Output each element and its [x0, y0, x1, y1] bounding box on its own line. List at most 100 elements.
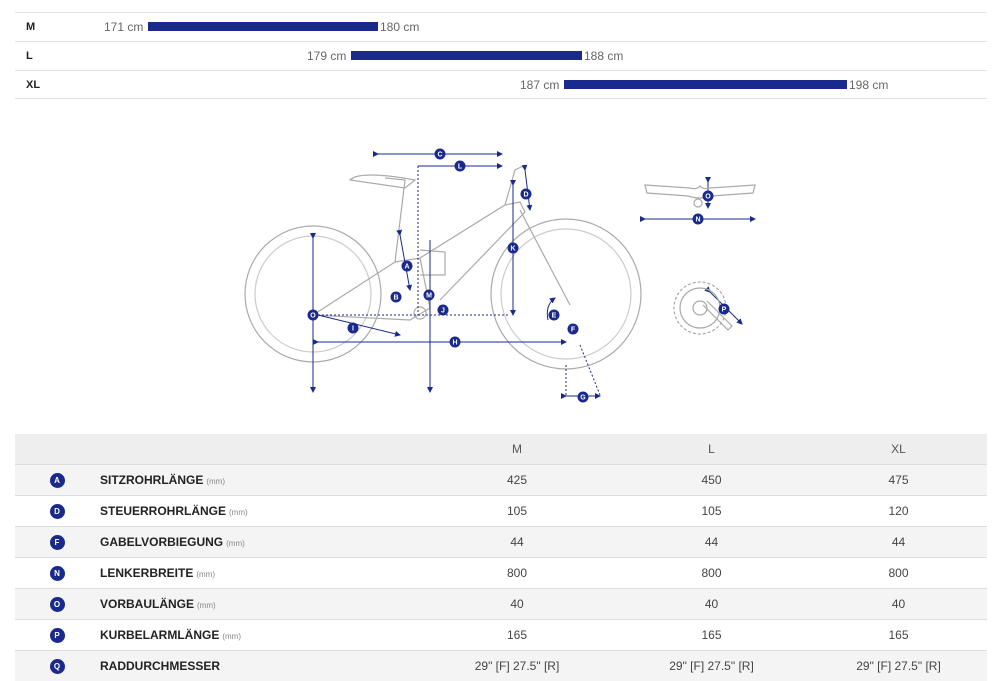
table-row: F GABELVORBIEGUNG(mm) 44 44 44 [15, 527, 987, 558]
geometry-table: M L XL A SITZROHRLÄNGE(mm) 425 450 475 D… [15, 434, 987, 681]
letter-cell: P [15, 620, 99, 651]
size-min-height: 187 cm [520, 78, 559, 92]
header-cell-empty [99, 434, 421, 465]
parameter-cell: LENKERBREITE(mm) [99, 558, 421, 589]
value-cell: 105 [421, 496, 613, 527]
parameter-unit: (mm) [196, 570, 215, 579]
table-row: O VORBAULÄNGE(mm) 40 40 40 [15, 589, 987, 620]
size-max-height: 180 cm [380, 20, 419, 34]
letter-cell: D [15, 496, 99, 527]
size-max-height: 188 cm [584, 49, 623, 63]
table-row: A SITZROHRLÄNGE(mm) 425 450 475 [15, 465, 987, 496]
parameter-cell: RADDURCHMESSER [99, 651, 421, 681]
size-range-bar [351, 51, 582, 60]
letter-badge: N [50, 566, 65, 581]
marker-o-label: O [705, 194, 711, 201]
size-min-height: 179 cm [307, 49, 346, 63]
marker-h-label: H [452, 340, 457, 347]
value-cell: 475 [810, 465, 987, 496]
divider [15, 98, 987, 99]
letter-badge: P [50, 628, 65, 643]
parameter-cell: VORBAULÄNGE(mm) [99, 589, 421, 620]
marker-j-label: J [441, 308, 445, 315]
size-label: L [26, 50, 33, 62]
marker-c-label: C [437, 152, 442, 159]
parameter-cell: GABELVORBIEGUNG(mm) [99, 527, 421, 558]
parameter-name: VORBAULÄNGE [100, 597, 194, 611]
parameter-unit: (mm) [229, 508, 248, 517]
marker-a-label: A [404, 264, 409, 271]
parameter-unit: (mm) [226, 539, 245, 548]
letter-badge: F [50, 535, 65, 550]
value-cell: 165 [613, 620, 810, 651]
letter-cell: N [15, 558, 99, 589]
parameter-name: LENKERBREITE [100, 566, 193, 580]
parameter-cell: STEUERROHRLÄNGE(mm) [99, 496, 421, 527]
value-cell: 40 [613, 589, 810, 620]
marker-p-label: P [722, 307, 727, 314]
marker-m-label: M [426, 293, 432, 300]
letter-badge: A [50, 473, 65, 488]
parameter-unit: (mm) [222, 632, 241, 641]
value-cell: 44 [810, 527, 987, 558]
marker-g-label: G [580, 395, 586, 402]
value-cell: 800 [810, 558, 987, 589]
value-cell: 165 [810, 620, 987, 651]
marker-b-label: B [393, 295, 398, 302]
letter-cell: F [15, 527, 99, 558]
table-header-row: M L XL [15, 434, 987, 465]
value-cell: 800 [613, 558, 810, 589]
value-cell: 44 [613, 527, 810, 558]
letter-badge: Q [50, 659, 65, 674]
value-cell: 105 [613, 496, 810, 527]
table-row: P KURBELARMLÄNGE(mm) 165 165 165 [15, 620, 987, 651]
header-cell-empty [15, 434, 99, 465]
size-row-xl: XL 187 cm 198 cm [15, 70, 987, 99]
parameter-cell: SITZROHRLÄNGE(mm) [99, 465, 421, 496]
size-range-bar [148, 22, 378, 31]
marker-o-label: O [310, 313, 316, 320]
size-label: XL [26, 79, 40, 91]
marker-d-label: D [523, 192, 528, 199]
value-cell: 44 [421, 527, 613, 558]
marker-f-label: F [571, 327, 576, 334]
parameter-name: SITZROHRLÄNGE [100, 473, 203, 487]
table-row: N LENKERBREITE(mm) 800 800 800 [15, 558, 987, 589]
size-range-bar [564, 80, 847, 89]
size-row-m: M 171 cm 180 cm [15, 12, 987, 41]
parameter-cell: KURBELARMLÄNGE(mm) [99, 620, 421, 651]
table-row: Q RADDURCHMESSER 29" [F] 27.5" [R] 29" [… [15, 651, 987, 681]
value-cell: 425 [421, 465, 613, 496]
value-cell: 40 [810, 589, 987, 620]
letter-cell: Q [15, 651, 99, 681]
value-cell: 120 [810, 496, 987, 527]
letter-cell: A [15, 465, 99, 496]
letter-badge: D [50, 504, 65, 519]
parameter-name: KURBELARMLÄNGE [100, 628, 219, 642]
header-size-m: M [421, 434, 613, 465]
size-row-l: L 179 cm 188 cm [15, 41, 987, 70]
size-label: M [26, 21, 35, 33]
size-max-height: 198 cm [849, 78, 888, 92]
size-min-height: 171 cm [104, 20, 143, 34]
value-cell: 40 [421, 589, 613, 620]
marker-i-label: I [352, 326, 354, 333]
table-row: D STEUERROHRLÄNGE(mm) 105 105 120 [15, 496, 987, 527]
marker-e-label: E [552, 313, 557, 320]
value-cell: 165 [421, 620, 613, 651]
parameter-name: GABELVORBIEGUNG [100, 535, 223, 549]
marker-n-label: N [695, 217, 700, 224]
value-cell: 450 [613, 465, 810, 496]
value-cell: 29" [F] 27.5" [R] [613, 651, 810, 681]
value-cell: 29" [F] 27.5" [R] [421, 651, 613, 681]
header-size-l: L [613, 434, 810, 465]
parameter-unit: (mm) [197, 601, 216, 610]
value-cell: 29" [F] 27.5" [R] [810, 651, 987, 681]
header-size-xl: XL [810, 434, 987, 465]
letter-badge: O [50, 597, 65, 612]
measurement-lines [313, 154, 755, 396]
bike-illustration [245, 165, 641, 369]
handlebar-illustration [645, 185, 755, 207]
parameter-name: STEUERROHRLÄNGE [100, 504, 226, 518]
